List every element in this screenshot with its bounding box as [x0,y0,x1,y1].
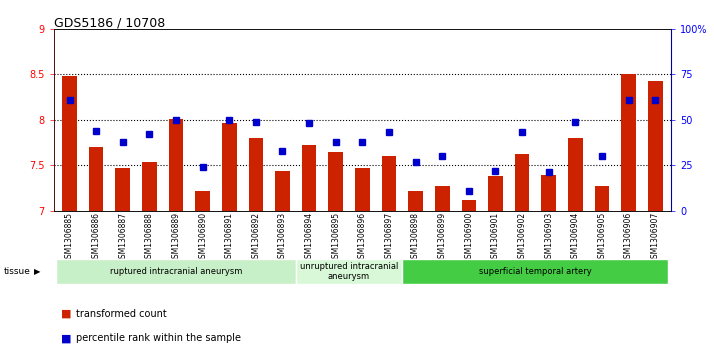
Bar [62,76,77,211]
Bar [89,147,104,211]
Bar [568,138,583,211]
Bar [248,138,263,211]
Text: ■: ■ [61,309,71,319]
Bar [382,156,396,211]
Bar [275,171,290,211]
Bar [461,200,476,211]
FancyBboxPatch shape [56,259,296,284]
FancyBboxPatch shape [402,259,668,284]
Bar [435,186,450,211]
Bar [355,168,370,211]
Bar [515,154,529,211]
Text: GDS5186 / 10708: GDS5186 / 10708 [54,16,165,29]
Text: superficial temporal artery: superficial temporal artery [479,267,592,276]
Bar [116,168,130,211]
Text: transformed count: transformed count [76,309,166,319]
Text: ■: ■ [61,333,71,343]
Bar [222,122,236,211]
Bar [595,186,609,211]
Text: tissue: tissue [4,267,31,276]
FancyBboxPatch shape [296,259,402,284]
Text: percentile rank within the sample: percentile rank within the sample [76,333,241,343]
Bar [488,176,503,211]
Bar [196,191,210,211]
Bar [169,119,183,211]
Text: unruptured intracranial
aneurysm: unruptured intracranial aneurysm [300,262,398,281]
Bar [328,151,343,211]
Bar [142,162,156,211]
Bar [648,81,663,211]
Text: ▶: ▶ [34,267,40,276]
Bar [541,175,556,211]
Text: ruptured intracranial aneurysm: ruptured intracranial aneurysm [110,267,242,276]
Bar [621,73,636,211]
Bar [408,191,423,211]
Bar [302,145,316,211]
